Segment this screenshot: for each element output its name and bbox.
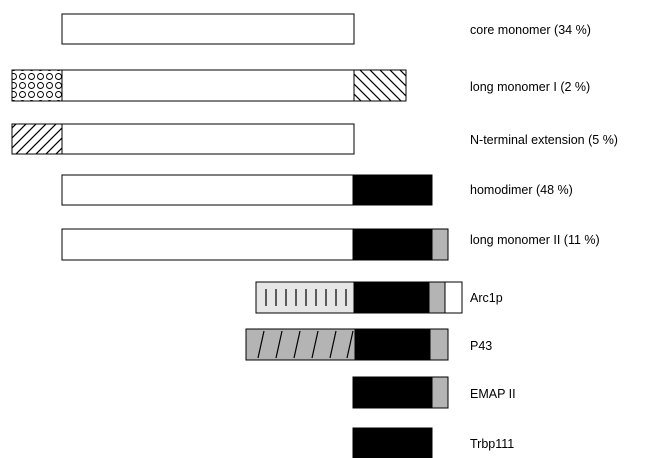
row-arc1p: [255, 281, 463, 314]
core-domain: [61, 69, 355, 102]
gray-domain: [431, 228, 449, 261]
black-domain: [352, 174, 433, 206]
row-n-terminal-extension: [11, 123, 355, 155]
gray-domain: [428, 281, 446, 314]
row-emap-2: [352, 376, 449, 409]
black-domain: [352, 427, 433, 458]
label-arc1p: Arc1p: [470, 291, 503, 305]
back-diagonal-domain: [353, 69, 407, 102]
core-domain: [61, 228, 354, 261]
row-long-monomer-1: [11, 69, 407, 102]
label-core-monomer: core monomer (34 %): [470, 23, 591, 37]
core-domain: [61, 13, 355, 45]
label-long-monomer-2: long monomer II (11 %): [470, 233, 600, 247]
core-domain: [61, 123, 355, 155]
row-core-monomer: [61, 13, 355, 45]
gray-domain: [431, 376, 449, 409]
label-p43: P43: [470, 339, 493, 353]
row-trbp111: [352, 427, 433, 458]
black-domain: [352, 376, 433, 409]
gray-slash-domain: [245, 328, 356, 361]
slash-lines: [257, 330, 354, 359]
gray-domain: [429, 328, 449, 361]
forward-diagonal-domain: [11, 123, 63, 155]
row-long-monomer-2: [61, 228, 449, 261]
label-emap-2: EMAP II: [470, 387, 516, 401]
black-domain: [354, 328, 431, 361]
circle-pattern-domain: [11, 69, 63, 102]
core-domain: [61, 174, 354, 206]
label-trbp111: Trbp111: [470, 437, 515, 451]
label-long-monomer-1: long monomer I (2 %): [470, 80, 591, 94]
white-tail-domain: [444, 281, 463, 314]
vertical-tick-domain: [255, 281, 355, 314]
label-homodimer: homodimer (48 %): [470, 183, 573, 197]
black-domain: [352, 228, 433, 261]
black-domain: [353, 281, 430, 314]
row-homodimer: [61, 174, 433, 206]
vertical-ticks: [265, 289, 347, 306]
label-n-terminal-extension: N-terminal extension (5 %): [470, 133, 618, 147]
row-p43: [245, 328, 449, 361]
